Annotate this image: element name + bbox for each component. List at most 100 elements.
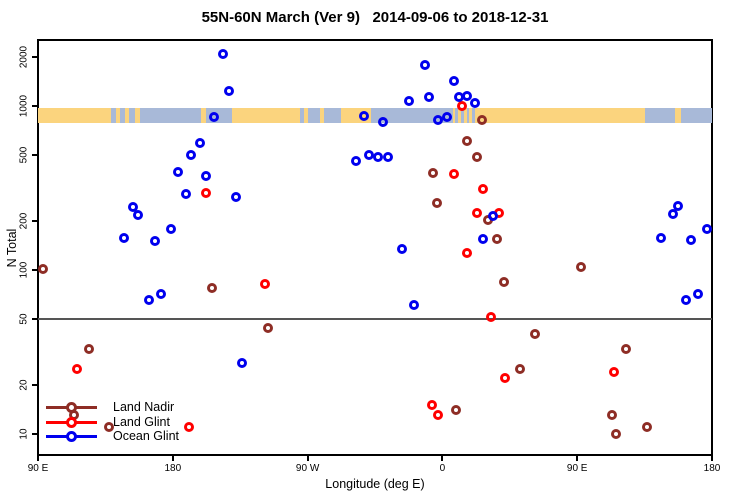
- map-band-ocean-segment: [472, 108, 475, 123]
- scatter-point: [432, 410, 443, 421]
- x-axis-title: Longitude (deg E): [325, 477, 425, 491]
- scatter-point: [681, 294, 692, 305]
- scatter-point: [201, 171, 212, 182]
- scatter-point: [180, 189, 191, 200]
- scatter-point: [461, 247, 472, 258]
- map-band-ocean-segment: [461, 108, 465, 123]
- chart-title: 55N-60N March (Ver 9) 2014-09-06 to 2018…: [201, 9, 549, 26]
- y-axis-title: N Total: [5, 228, 19, 268]
- scatter-point: [186, 150, 197, 161]
- scatter-point: [127, 202, 138, 213]
- scatter-point: [83, 343, 94, 354]
- x-axis-tick: [37, 455, 39, 461]
- scatter-point: [485, 311, 496, 322]
- x-axis-tick: [711, 455, 713, 461]
- scatter-point: [206, 282, 217, 293]
- scatter-point: [433, 114, 444, 125]
- scatter-point: [477, 233, 488, 244]
- scatter-point: [514, 363, 525, 374]
- x-axis-tick: [171, 455, 174, 461]
- scatter-point: [143, 294, 154, 305]
- scatter-point: [259, 279, 270, 290]
- scatter-point: [575, 262, 586, 273]
- map-band-ocean-segment: [455, 108, 459, 123]
- x-axis-tick: [306, 455, 309, 461]
- scatter-point: [364, 150, 374, 161]
- scatter-point: [442, 111, 453, 122]
- scatter-point: [686, 235, 697, 246]
- y-axis-tick-label: 20: [18, 379, 30, 391]
- scatter-point: [403, 95, 414, 106]
- scatter-point: [449, 168, 460, 179]
- plot-area: 90 E 180 90 W 0 90 E 180 10 20 50 100 200 500 1000 20…: [19, 39, 720, 474]
- reference-line-50: [38, 318, 712, 321]
- y-axis-tick: [32, 154, 38, 157]
- scatter-point: [409, 300, 420, 311]
- scatter-point: [498, 277, 509, 288]
- scatter-point: [702, 223, 713, 234]
- scatter-point: [133, 210, 144, 221]
- scatter-point: [358, 111, 369, 121]
- scatter-point: [351, 155, 362, 166]
- y-axis-tick: [32, 219, 38, 222]
- y-axis-tick: [32, 318, 38, 321]
- scatter-point: [372, 151, 383, 162]
- scatter-point: [606, 410, 617, 421]
- scatter-point: [183, 422, 194, 433]
- legend-marker-icon: [66, 402, 77, 413]
- y-axis-tick-label: 2000: [18, 45, 30, 68]
- map-band-land-patch: [674, 108, 681, 123]
- scatter-point: [201, 187, 212, 198]
- scatter-point: [195, 138, 206, 149]
- scatter-point: [461, 135, 472, 146]
- scatter-point: [217, 49, 228, 59]
- x-axis-tick-label: 90 E: [27, 463, 49, 474]
- legend-label: Ocean Glint: [113, 429, 180, 443]
- scatter-point: [477, 183, 488, 194]
- scatter-point: [208, 111, 219, 122]
- map-band-land-patch: [124, 108, 130, 123]
- x-axis-tick-label: 180: [703, 463, 721, 474]
- x-axis-tick: [441, 455, 444, 461]
- scatter-point: [450, 405, 461, 416]
- scatter-point: [456, 101, 467, 111]
- y-axis-tick-label: 50: [18, 313, 30, 325]
- scatter-point: [488, 211, 499, 222]
- y-axis-tick-label: 500: [18, 147, 30, 164]
- y-axis-tick: [32, 105, 38, 107]
- scatter-point: [641, 422, 652, 433]
- scatter-point: [236, 358, 247, 369]
- legend-label: Land Nadir: [113, 400, 175, 414]
- legend-marker-icon: [66, 431, 77, 442]
- scatter-point: [396, 244, 407, 255]
- scatter-point: [427, 168, 438, 179]
- scatter-point: [668, 209, 679, 220]
- scatter-point: [149, 236, 160, 247]
- scatter-point: [432, 198, 442, 209]
- x-axis-tick-label: 90 E: [566, 463, 588, 474]
- y-axis-tick: [32, 383, 38, 386]
- map-band-land-patch: [303, 108, 309, 123]
- scatter-point: [231, 192, 241, 203]
- scatter-point: [166, 223, 176, 234]
- y-axis-tick: [32, 55, 38, 58]
- scatter-point: [263, 323, 274, 334]
- map-band-land-patch: [135, 108, 140, 123]
- map-band-ocean-segment: [644, 108, 675, 123]
- scatter-point: [377, 117, 388, 128]
- scatter-point: [173, 166, 184, 177]
- scatter-point: [673, 201, 683, 212]
- scatter-point: [71, 363, 82, 374]
- scatter-point: [449, 76, 460, 87]
- x-axis-tick-label: 0: [439, 463, 446, 474]
- scatter-point: [620, 343, 631, 354]
- scatter-point: [155, 289, 166, 300]
- scatter-point: [424, 91, 435, 102]
- scatter-point: [461, 90, 472, 101]
- y-axis-tick: [32, 433, 38, 435]
- map-band-land-patch: [115, 108, 121, 123]
- scatter-point: [477, 115, 488, 126]
- scatter-point: [693, 289, 704, 300]
- scatter-point: [420, 60, 431, 70]
